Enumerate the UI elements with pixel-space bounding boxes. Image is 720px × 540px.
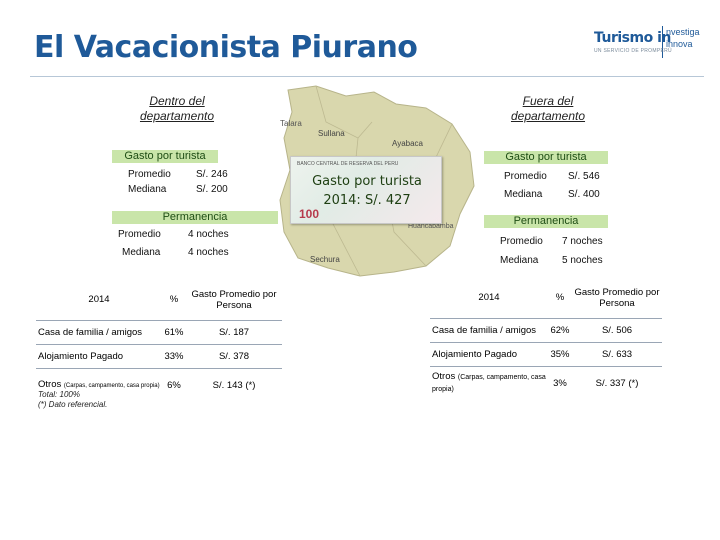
- right-gasto-label-0: Promedio: [504, 171, 547, 182]
- overall-gasto-label: Gasto por turista 2014: S/. 427: [296, 172, 438, 210]
- right-accommodation-table: 2014 % Gasto Promedio por Persona Casa d…: [430, 278, 662, 400]
- table-row: Alojamiento Pagado 35% S/. 633: [430, 341, 662, 366]
- map-label-sechura: Sechura: [310, 255, 340, 264]
- row-label-cell: Otros (Carpas, campamento, casa propia): [36, 367, 162, 402]
- right-perm-label-0: Promedio: [500, 236, 543, 247]
- table-header-pct: %: [555, 292, 565, 304]
- left-perm-title: Permanencia: [112, 211, 278, 224]
- row-label-detail: (Carpas, campamento, casa propia): [432, 374, 546, 394]
- row-pct: 35%: [548, 341, 572, 366]
- left-gasto-value-0: S/. 246: [196, 169, 228, 180]
- map-label-sullana: Sullana: [318, 129, 345, 138]
- table-row: Otros (Carpas, campamento, casa propia) …: [430, 365, 662, 400]
- banknote-image: BANCO CENTRAL DE RESERVA DEL PERU 100: [290, 156, 442, 224]
- row-label: Alojamiento Pagado: [430, 341, 548, 366]
- left-gasto-label-0: Promedio: [128, 169, 171, 180]
- table-header-row: 2014 % Gasto Promedio por Persona: [36, 280, 282, 320]
- left-perm-value-1: 4 noches: [188, 247, 229, 258]
- left-perm-value-0: 4 noches: [188, 229, 229, 240]
- table-row: Alojamiento Pagado 33% S/. 378: [36, 343, 282, 368]
- map-label-ayabaca: Ayabaca: [392, 139, 424, 148]
- row-label: Casa de familia / amigos: [430, 317, 548, 342]
- overall-gasto-line2: 2014: S/. 427: [323, 193, 411, 208]
- banknote-pattern: [291, 157, 441, 223]
- table-row: Casa de familia / amigos 61% S/. 187: [36, 319, 282, 344]
- table-header-gasto: Gasto Promedio por Persona: [574, 286, 660, 309]
- footnote-total: Total: 100%: [38, 390, 80, 399]
- row-label-cell: Otros (Carpas, campamento, casa propia): [430, 365, 548, 400]
- logo-side-line1: nvestiga: [666, 27, 700, 37]
- right-gasto-value-1: S/. 400: [568, 189, 600, 200]
- row-value: S/. 378: [186, 343, 282, 368]
- left-column-header: Dentro del departamento: [139, 94, 215, 123]
- row-value: S/. 143 (*): [186, 367, 282, 402]
- row-label: Otros: [38, 378, 62, 390]
- row-label-detail: (Carpas, campamento, casa propia): [63, 382, 160, 389]
- right-perm-value-1: 5 noches: [562, 255, 603, 266]
- row-pct: 3%: [548, 365, 572, 400]
- row-value: S/. 506: [572, 317, 662, 342]
- right-gasto-value-0: S/. 546: [568, 171, 600, 182]
- left-perm-label-0: Promedio: [118, 229, 161, 240]
- row-label: Otros: [432, 371, 456, 383]
- row-label: Casa de familia / amigos: [36, 319, 162, 344]
- row-label: Alojamiento Pagado: [36, 343, 162, 368]
- logo-subtitle: UN SERVICIO DE PROMPERÚ: [594, 48, 672, 54]
- right-gasto-title: Gasto por turista: [484, 151, 608, 164]
- map-label-huancabamba: Huancabamba: [408, 223, 454, 230]
- row-pct: 61%: [162, 319, 186, 344]
- left-gasto-title: Gasto por turista: [112, 150, 218, 163]
- row-pct: 62%: [548, 317, 572, 342]
- table-header-pct: %: [169, 294, 179, 306]
- turismo-in-logo: Turismo in nvestiga innova UN SERVICIO D…: [592, 24, 702, 64]
- row-pct: 6%: [162, 367, 186, 402]
- left-gasto-value-1: S/. 200: [196, 184, 228, 195]
- logo-brand: Turismo in: [594, 30, 671, 46]
- logo-side-line2: innova: [666, 39, 693, 49]
- page-title: El Vacacionista Piurano: [34, 30, 418, 65]
- overall-gasto-line1: Gasto por turista: [312, 174, 422, 189]
- row-value: S/. 633: [572, 341, 662, 366]
- right-column-header: Fuera del departamento: [510, 94, 586, 123]
- right-perm-value-0: 7 noches: [562, 236, 603, 247]
- logo-side-text: nvestiga innova: [666, 26, 700, 50]
- row-value: S/. 187: [186, 319, 282, 344]
- right-perm-title: Permanencia: [484, 215, 608, 228]
- table-header-gasto: Gasto Promedio por Persona: [191, 288, 277, 311]
- table-header-row: 2014 % Gasto Promedio por Persona: [430, 278, 662, 318]
- map-label-talara: Talara: [280, 119, 302, 128]
- table-header-year: 2014: [478, 292, 500, 304]
- banknote-bank-name: BANCO CENTRAL DE RESERVA DEL PERU: [297, 161, 399, 167]
- header-divider: [30, 76, 704, 77]
- left-accommodation-table: 2014 % Gasto Promedio por Persona Casa d…: [36, 280, 282, 402]
- footnote: Total: 100% (*) Dato referencial.: [38, 390, 107, 410]
- table-row: Otros (Carpas, campamento, casa propia) …: [36, 367, 282, 402]
- right-gasto-label-1: Mediana: [504, 189, 543, 200]
- banknote-denomination: 100: [299, 207, 320, 221]
- left-perm-label-1: Mediana: [122, 247, 161, 258]
- left-gasto-label-1: Mediana: [128, 184, 167, 195]
- row-value: S/. 337 (*): [572, 365, 662, 400]
- logo-separator: [662, 26, 663, 58]
- row-pct: 33%: [162, 343, 186, 368]
- table-row: Casa de familia / amigos 62% S/. 506: [430, 317, 662, 342]
- right-perm-label-1: Mediana: [500, 255, 539, 266]
- table-header-year: 2014: [88, 294, 110, 306]
- footnote-reference: (*) Dato referencial.: [38, 400, 108, 409]
